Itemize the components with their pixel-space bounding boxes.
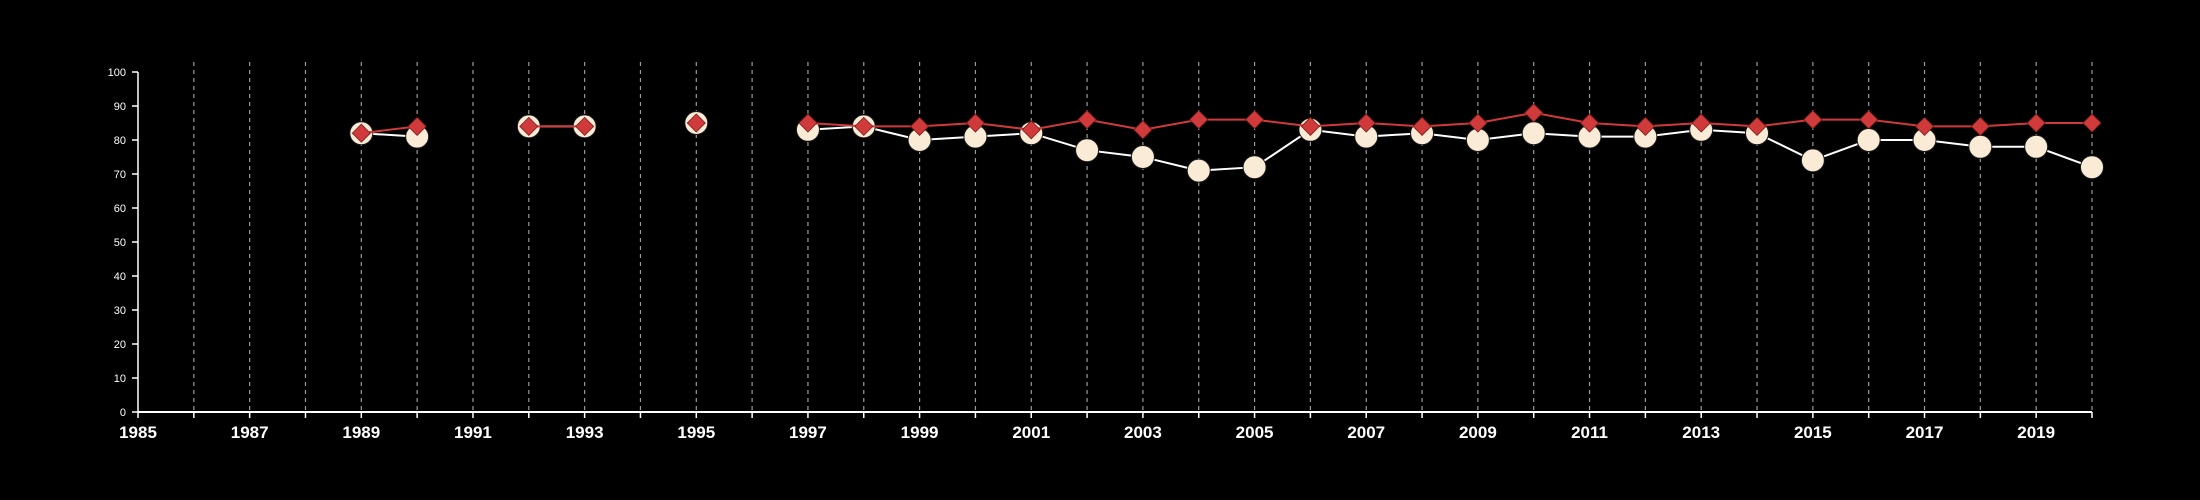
data-point-diamond xyxy=(1300,116,1320,136)
data-point-diamond xyxy=(1021,120,1041,140)
x-tick-label: 2011 xyxy=(1571,423,1608,442)
x-tick-label: 2003 xyxy=(1124,423,1162,442)
data-point-circle xyxy=(1075,138,1100,163)
x-tick-label: 1991 xyxy=(454,423,492,442)
data-point-diamond xyxy=(1803,110,1823,130)
x-tick-label: 2013 xyxy=(1682,423,1720,442)
y-tick-label: 100 xyxy=(108,67,126,79)
data-point-circle xyxy=(1521,121,1546,146)
data-point-diamond xyxy=(1914,116,1935,136)
y-tick-label: 40 xyxy=(114,271,126,283)
data-point-diamond xyxy=(1524,103,1544,123)
data-point-diamond xyxy=(575,116,595,136)
y-tick-label: 30 xyxy=(114,305,126,317)
x-tick-label: 2017 xyxy=(1906,423,1944,442)
data-point-diamond xyxy=(1245,110,1265,130)
data-point-circle xyxy=(2080,155,2104,180)
series-layer xyxy=(349,103,2104,183)
data-point-diamond xyxy=(1133,120,1153,140)
data-point-diamond xyxy=(1579,113,1600,133)
data-point-diamond xyxy=(1691,113,1711,133)
y-tick-label: 10 xyxy=(114,373,126,385)
data-point-diamond xyxy=(910,116,930,136)
x-tick-label: 2009 xyxy=(1459,423,1497,442)
y-tick-label: 0 xyxy=(120,407,126,419)
data-point-diamond xyxy=(1412,116,1432,136)
data-point-diamond xyxy=(2082,113,2102,133)
data-point-diamond xyxy=(1468,113,1488,133)
data-point-diamond xyxy=(1189,110,1209,130)
series-line xyxy=(361,125,418,135)
x-tick-label: 1985 xyxy=(119,423,157,442)
data-point-circle xyxy=(1242,155,1267,180)
data-point-diamond xyxy=(407,116,427,136)
data-point-diamond xyxy=(519,116,539,136)
data-point-circle xyxy=(1856,128,1881,152)
x-tick-label: 1999 xyxy=(901,423,939,442)
data-point-diamond xyxy=(1747,116,1767,136)
data-point-diamond xyxy=(1859,110,1879,130)
x-tick-label: 2019 xyxy=(2017,423,2055,442)
x-tick-label: 2001 xyxy=(1012,423,1050,442)
data-point-diamond xyxy=(351,123,371,143)
data-point-circle xyxy=(2024,134,2049,159)
data-point-diamond xyxy=(965,113,985,133)
data-point-diamond xyxy=(686,113,706,133)
y-tick-label: 80 xyxy=(114,135,126,147)
y-tick-label: 20 xyxy=(114,339,126,351)
x-tick-label: 1987 xyxy=(231,423,269,442)
x-tick-label: 1989 xyxy=(342,423,380,442)
data-point-diamond xyxy=(1356,113,1376,133)
y-tick-label: 70 xyxy=(114,169,126,181)
data-point-circle xyxy=(1186,158,1211,183)
x-tick-label: 2015 xyxy=(1794,423,1832,442)
data-point-diamond xyxy=(1970,116,1990,136)
x-tick-label: 2007 xyxy=(1347,423,1385,442)
y-tick-label: 90 xyxy=(114,101,126,113)
axes: 0 10 20 30 40 50 60 70 80 90 100 1985 1987 1989 1991 19… xyxy=(108,67,2093,442)
x-tick-label: 1993 xyxy=(566,423,604,442)
series-line xyxy=(807,111,2092,131)
x-tick-label: 2005 xyxy=(1236,423,1274,442)
data-point-diamond xyxy=(798,113,818,133)
x-tick-label: 1995 xyxy=(677,423,715,442)
y-tick-label: 60 xyxy=(114,203,126,215)
series-diamond xyxy=(351,103,2102,143)
data-point-circle xyxy=(1130,145,1155,169)
data-point-diamond xyxy=(854,116,874,136)
data-point-diamond xyxy=(1077,110,1097,130)
data-point-circle xyxy=(1968,134,1993,159)
data-point-diamond xyxy=(2026,113,2046,133)
data-point-circle xyxy=(1800,148,1825,173)
x-tick-label: 1997 xyxy=(789,423,827,442)
y-tick-label: 50 xyxy=(114,237,126,249)
data-point-diamond xyxy=(1635,116,1655,136)
